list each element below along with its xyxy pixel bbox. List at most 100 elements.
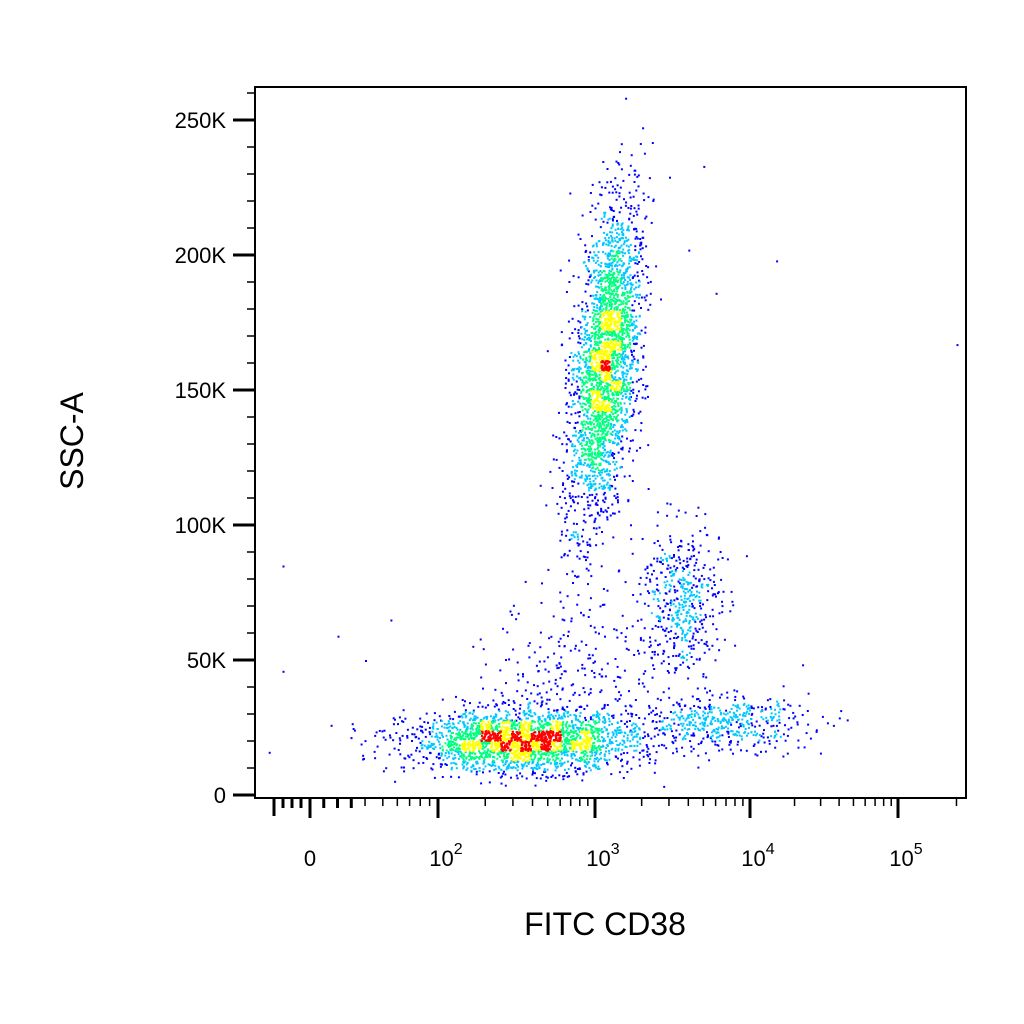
data-point <box>703 717 706 720</box>
data-point <box>612 219 614 222</box>
data-point <box>581 402 584 405</box>
data-point <box>626 300 629 303</box>
data-point <box>703 578 706 581</box>
data-point <box>627 383 630 386</box>
data-point <box>633 745 636 747</box>
data-point <box>629 343 632 346</box>
data-point <box>647 604 650 607</box>
data-point <box>613 494 616 497</box>
data-point <box>710 736 713 739</box>
data-point <box>624 344 627 347</box>
data-point <box>619 731 622 734</box>
data-point <box>608 451 611 454</box>
data-point <box>594 310 597 313</box>
data-point <box>762 732 765 735</box>
data-point <box>608 740 611 743</box>
data-point <box>631 360 634 363</box>
data-point <box>699 706 702 709</box>
data-point <box>688 605 691 608</box>
data-point <box>684 511 687 514</box>
data-point <box>478 731 481 734</box>
data-point <box>595 379 597 382</box>
data-point <box>694 638 697 641</box>
data-point <box>559 677 562 680</box>
data-point <box>536 768 539 771</box>
data-point <box>282 670 285 673</box>
data-point <box>571 474 574 477</box>
data-point <box>602 737 605 740</box>
data-point <box>447 744 450 747</box>
data-point <box>570 620 573 623</box>
data-point <box>595 746 598 749</box>
data-point <box>670 604 673 607</box>
data-point <box>600 283 603 285</box>
data-point <box>630 396 632 399</box>
data-point <box>595 310 598 313</box>
data-point <box>611 454 614 457</box>
data-point <box>353 729 356 732</box>
data-point <box>661 559 664 562</box>
data-point <box>633 228 635 231</box>
data-point <box>588 459 591 462</box>
data-point <box>619 354 622 357</box>
data-point <box>542 763 544 765</box>
data-point <box>456 728 459 731</box>
data-point <box>649 303 652 306</box>
data-point <box>681 650 684 653</box>
data-point <box>593 271 596 274</box>
data-point <box>589 395 592 398</box>
data-point <box>607 714 610 717</box>
data-point <box>407 754 410 757</box>
data-point <box>629 309 632 312</box>
data-point <box>447 720 450 723</box>
data-point <box>674 669 677 672</box>
data-point <box>569 394 572 397</box>
data-point <box>563 709 566 711</box>
data-point <box>654 639 657 642</box>
data-point <box>588 422 591 425</box>
data-point <box>731 730 734 733</box>
data-point <box>474 768 477 770</box>
data-point <box>688 640 691 643</box>
data-point <box>660 625 663 628</box>
data-point <box>686 560 689 563</box>
data-point <box>616 280 619 283</box>
data-point <box>582 420 585 423</box>
data-point <box>617 744 620 747</box>
data-point <box>712 593 715 596</box>
data-point <box>528 656 531 659</box>
data-point <box>657 653 659 656</box>
data-point <box>572 275 575 278</box>
data-point <box>619 392 622 395</box>
data-point <box>666 640 669 643</box>
data-point <box>469 727 472 730</box>
data-point <box>613 278 615 281</box>
data-point <box>432 763 435 766</box>
data-point <box>676 589 679 592</box>
data-point <box>652 709 655 712</box>
data-point <box>588 489 591 492</box>
data-point <box>567 320 570 323</box>
data-point <box>660 711 663 714</box>
data-point <box>561 757 563 760</box>
data-point <box>627 276 630 279</box>
data-point <box>640 296 643 299</box>
data-point <box>493 705 496 708</box>
data-point <box>633 181 636 183</box>
data-point <box>571 332 574 334</box>
data-point <box>580 429 583 432</box>
data-point <box>608 262 611 265</box>
data-point <box>584 444 587 446</box>
data-point <box>527 707 530 710</box>
data-point <box>595 419 598 422</box>
data-point <box>593 736 596 739</box>
data-point <box>599 440 602 443</box>
data-point <box>715 736 718 739</box>
data-point <box>656 524 659 527</box>
data-point <box>689 557 692 560</box>
data-point <box>381 730 384 733</box>
data-point <box>586 399 588 402</box>
data-point <box>642 672 645 675</box>
data-point <box>636 600 639 603</box>
data-point <box>634 245 637 248</box>
